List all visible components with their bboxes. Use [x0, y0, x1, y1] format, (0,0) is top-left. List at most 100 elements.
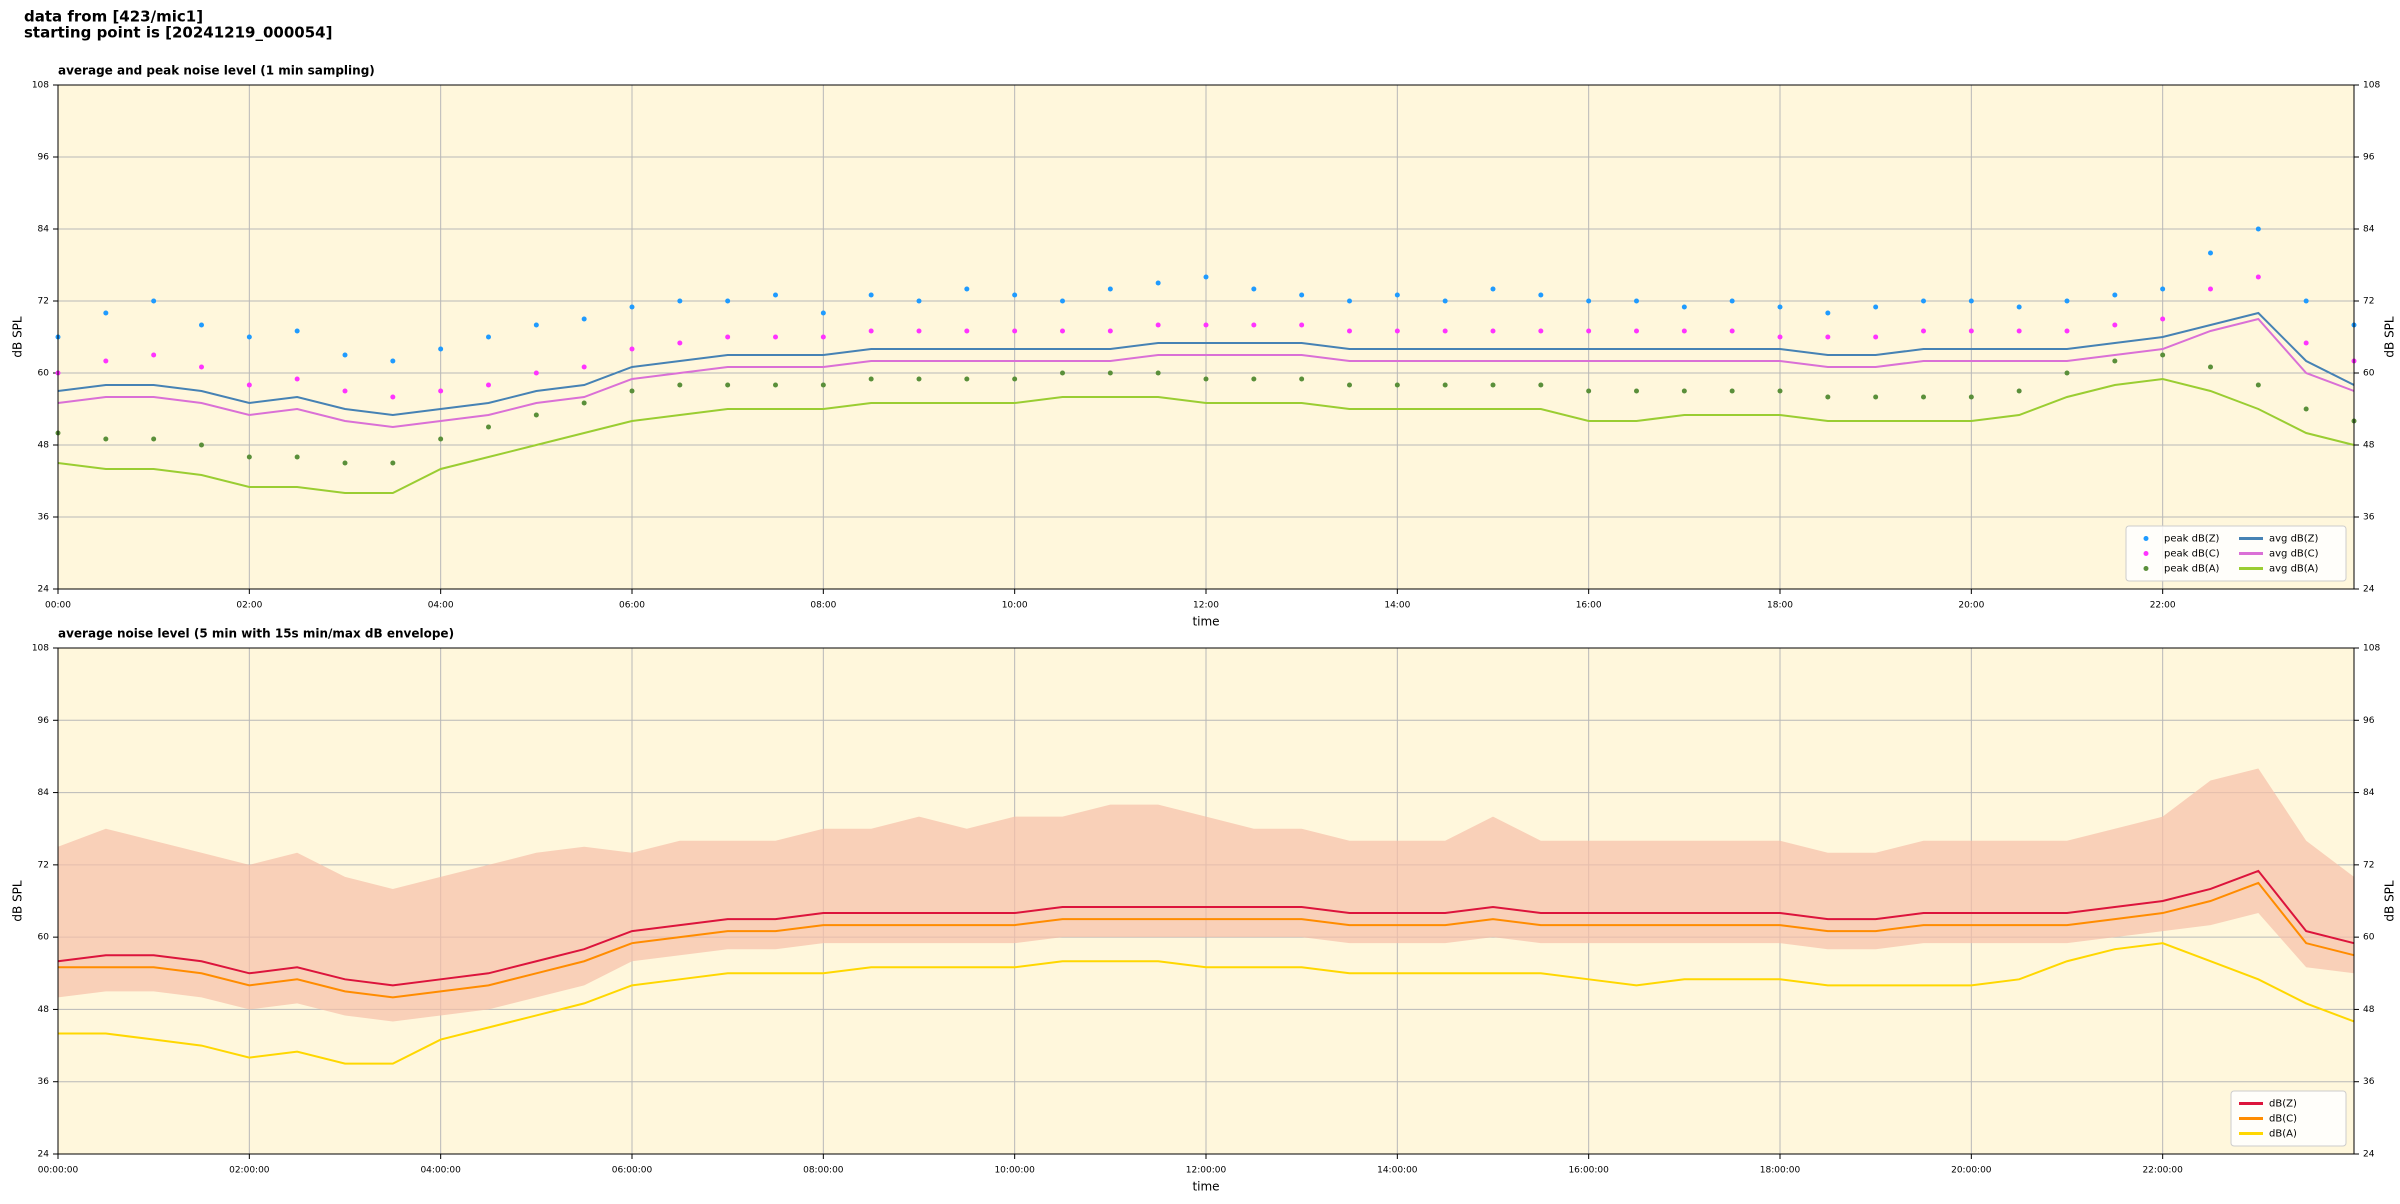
peak-point	[1586, 328, 1592, 334]
peak-point	[1155, 322, 1161, 328]
peak-point	[2016, 388, 2022, 394]
peak-point	[1634, 328, 1639, 334]
peak-point	[1155, 280, 1161, 286]
peak-point	[677, 298, 683, 304]
peak-point	[1251, 286, 1257, 292]
peak-point	[438, 388, 444, 394]
y-tick-label: 72	[38, 860, 49, 870]
peak-point	[438, 346, 444, 352]
y-tick-label: 24	[2363, 585, 2375, 595]
legend-label: peak dB(Z)	[2164, 534, 2220, 545]
series-line	[58, 881, 2355, 999]
y-axis-label: dB SPL	[11, 880, 25, 922]
x-tick-label: 22:00:00	[2142, 1166, 2183, 1176]
y-tick-label: 72	[2363, 860, 2374, 870]
y-tick-label: 36	[2363, 513, 2375, 523]
x-tick-label: 16:00	[1576, 601, 1602, 611]
x-tick-label: 14:00	[1384, 601, 1410, 611]
y-tick-label: 60	[38, 369, 50, 379]
series-line	[57, 317, 2355, 429]
peak-point	[1107, 328, 1113, 334]
peak-point	[1538, 292, 1544, 298]
y-tick-label: 108	[32, 81, 49, 91]
legend-label: avg dB(A)	[2269, 564, 2319, 575]
x-tick-label: 06:00	[619, 601, 645, 611]
peak-point	[342, 352, 348, 358]
peak-point	[1012, 292, 1018, 298]
peak-point	[246, 382, 252, 388]
peak-point	[2255, 274, 2261, 280]
y-tick-label: 36	[38, 513, 50, 523]
x-tick-label: 10:00	[1002, 601, 1028, 611]
x-tick-label: 16:00:00	[1568, 1166, 1609, 1176]
y-tick-label: 84	[2363, 788, 2375, 798]
peak-point	[1968, 298, 1974, 304]
peak-point	[2160, 316, 2166, 322]
peak-point	[964, 376, 970, 382]
peak-point	[581, 400, 587, 406]
peak-point	[1299, 376, 1305, 382]
peak-point	[1012, 328, 1018, 334]
peak-point	[916, 298, 922, 304]
y-tick-label: 96	[2363, 153, 2375, 163]
peak-point	[1538, 382, 1544, 388]
peak-point	[2208, 250, 2213, 256]
peak-point	[1442, 298, 1448, 304]
peak-point	[151, 436, 157, 442]
peak-point	[1107, 370, 1113, 376]
legend-label: dB(A)	[2269, 1129, 2297, 1140]
peak-point	[199, 322, 204, 328]
legend-label: avg dB(Z)	[2269, 534, 2319, 545]
peak-point	[677, 340, 683, 346]
y-tick-label: 48	[38, 1005, 50, 1015]
plot-frame	[57, 647, 2355, 1155]
peak-point	[1825, 310, 1831, 316]
peak-point	[2208, 286, 2213, 292]
legend: dB(Z) dB(C) dB(A)	[2230, 1090, 2347, 1147]
peak-point	[2016, 328, 2022, 334]
y-tick-label: 84	[2363, 225, 2375, 235]
peak-point	[2112, 322, 2118, 328]
series-line	[58, 942, 2355, 1065]
peak-point	[151, 298, 157, 304]
peak-point	[1729, 388, 1735, 394]
peak-point	[2112, 292, 2118, 298]
peak-point	[1251, 376, 1257, 382]
y-tick-label: 36	[38, 1077, 50, 1087]
chart-title: average noise level (5 min with 15s min/…	[58, 627, 454, 641]
y-tick-label: 84	[38, 225, 50, 235]
peak-point	[629, 388, 635, 394]
peak-point	[1538, 328, 1544, 334]
peak-point	[2160, 352, 2166, 358]
peak-point	[1394, 328, 1400, 334]
x-tick-label: 08:00	[810, 601, 836, 611]
peak-point	[2112, 358, 2118, 364]
peak-point	[1012, 376, 1018, 382]
peak-point	[1490, 286, 1496, 292]
peak-point	[1442, 382, 1448, 388]
x-tick-label: 08:00:00	[803, 1166, 844, 1176]
y-tick-label: 24	[38, 1150, 50, 1160]
peak-point	[1825, 334, 1831, 340]
peak-point	[1394, 292, 1400, 298]
peak-point	[1347, 328, 1352, 334]
peak-point	[486, 382, 491, 388]
peak-point	[1299, 322, 1305, 328]
peak-point	[1203, 376, 1209, 382]
peak-point	[199, 442, 204, 448]
peak-point	[677, 382, 683, 388]
peak-point	[629, 304, 635, 310]
peak-point	[1921, 298, 1926, 304]
peak-point	[294, 328, 300, 334]
legend-marker	[2143, 566, 2149, 571]
series-line	[57, 377, 2355, 494]
x-tick-label: 02:00:00	[229, 1166, 270, 1176]
x-tick-label: 22:00	[2150, 601, 2176, 611]
peak-point	[103, 436, 109, 442]
peak-point	[2016, 304, 2022, 310]
peak-point	[1586, 298, 1592, 304]
legend-label: peak dB(C)	[2164, 549, 2220, 560]
peak-point	[725, 298, 731, 304]
peak-point	[246, 334, 252, 340]
y-tick-label: 96	[2363, 716, 2375, 726]
